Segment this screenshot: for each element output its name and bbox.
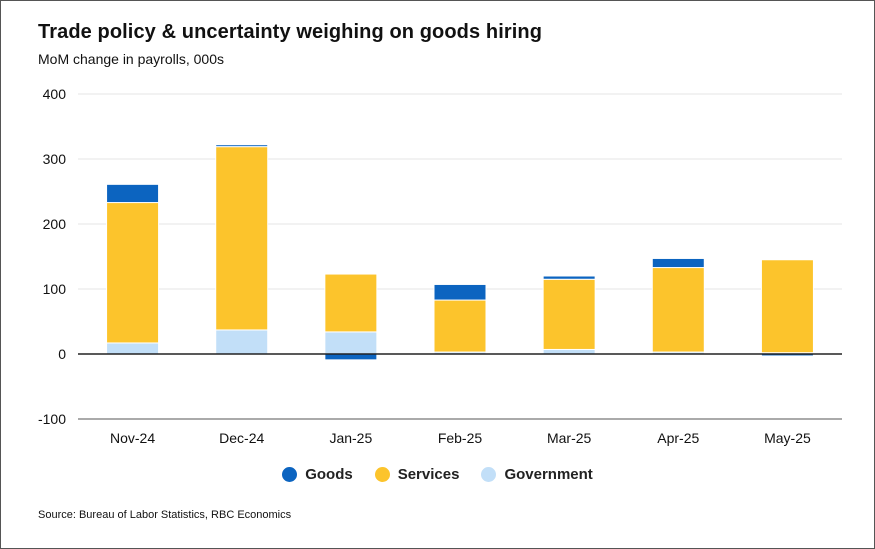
grid-lines [78, 93, 842, 420]
chart-subtitle: MoM change in payrolls, 000s [38, 51, 224, 67]
y-tick-label: 200 [43, 216, 67, 232]
x-tick-label: Mar-25 [547, 430, 592, 446]
chart-title: Trade policy & uncertainty weighing on g… [38, 21, 543, 43]
legend-swatch [282, 467, 298, 482]
y-tick-label: 100 [43, 281, 67, 297]
bar-goods-mar-25 [542, 275, 596, 280]
bar-government-dec-24 [215, 329, 269, 355]
legend-swatch [374, 467, 390, 482]
legend-swatch [481, 467, 497, 482]
bar-goods-nov-24 [106, 183, 160, 204]
x-tick-label: Nov-24 [110, 430, 155, 446]
legend-label: Goods [305, 466, 353, 483]
bar-services-mar-25 [542, 278, 596, 350]
x-tick-label: May-25 [764, 430, 811, 446]
legend-label: Services [397, 466, 460, 483]
legend-label: Government [504, 466, 593, 483]
axes [78, 353, 842, 420]
bar-goods-feb-25 [433, 283, 487, 301]
y-tick-label: 0 [58, 346, 66, 362]
bar-services-may-25 [760, 259, 814, 354]
bar-services-apr-25 [651, 267, 705, 353]
y-tick-label: 400 [43, 86, 67, 102]
bar-goods-dec-24 [215, 144, 269, 148]
chart-legend: Goods Services Government [0, 466, 875, 483]
bar-goods-apr-25 [651, 257, 705, 269]
tick-labels: 400 300 200 100 0 -100 Nov-24 Dec-24 Jan-25 Feb-2… [38, 86, 811, 446]
source-note: Source: Bureau of Labor Statistics, RBC … [38, 509, 292, 521]
x-tick-label: Dec-24 [219, 430, 264, 446]
bar-services-nov-24 [106, 202, 160, 344]
legend-item-goods: Goods [282, 466, 353, 483]
x-tick-label: Feb-25 [438, 430, 483, 446]
legend-item-government: Government [481, 466, 593, 483]
bar-services-jan-25 [324, 273, 378, 333]
legend-item-services: Services [374, 466, 460, 483]
bar-goods-jan-25 [324, 353, 378, 361]
y-tick-label: 300 [43, 151, 67, 167]
bar-services-dec-24 [215, 146, 269, 331]
bar-government-jan-25 [324, 331, 378, 355]
y-tick-label: -100 [38, 411, 66, 427]
bar-services-feb-25 [433, 299, 487, 353]
x-tick-label: Apr-25 [657, 430, 699, 446]
bar-government-nov-24 [106, 342, 160, 355]
x-tick-label: Jan-25 [329, 430, 372, 446]
bars [106, 144, 814, 361]
